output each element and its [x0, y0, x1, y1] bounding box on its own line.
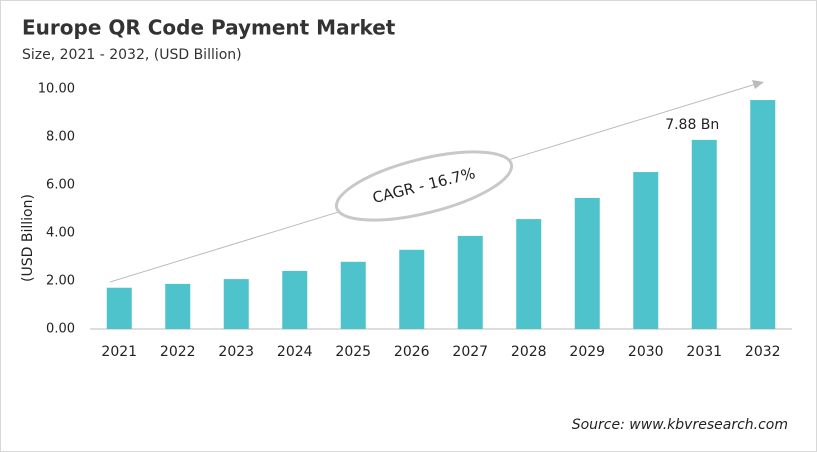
y-tick-label: 0.00 [46, 322, 75, 337]
bar [106, 287, 132, 329]
bar [457, 235, 483, 329]
bar [691, 139, 717, 329]
y-tick-label: 4.00 [46, 226, 75, 241]
x-tick-label: 2027 [452, 344, 488, 360]
bar [165, 283, 191, 329]
x-tick-label: 2032 [745, 344, 781, 360]
bar [282, 270, 308, 329]
x-tick-label: 2030 [628, 344, 664, 360]
x-tick-label: 2031 [686, 344, 722, 360]
x-tick-label: 2023 [218, 344, 254, 360]
x-tick-label: 2028 [511, 344, 547, 360]
y-tick-label: 6.00 [46, 178, 75, 193]
source: Source: www.kbvresearch.com [572, 417, 788, 433]
bar [516, 219, 542, 329]
bar [399, 249, 425, 329]
y-tick-label: 10.00 [38, 82, 75, 97]
bar [633, 172, 659, 329]
bar [750, 100, 776, 329]
arrow-head [752, 80, 764, 89]
x-tick-label: 2022 [160, 344, 196, 360]
chart-title: Europe QR Code Payment Market [22, 16, 396, 40]
y-tick-label: 2.00 [46, 274, 75, 289]
y-tick-label: 8.00 [46, 130, 75, 145]
x-tick-label: 2029 [569, 344, 605, 360]
bar [574, 197, 600, 329]
chart-subtitle: Size, 2021 - 2032, (USD Billion) [22, 47, 242, 63]
x-tick-label: 2026 [394, 344, 430, 360]
bar [223, 279, 249, 329]
y-axis-label: (USD Billion) [20, 194, 36, 282]
x-tick-label: 2025 [335, 344, 371, 360]
bar [340, 261, 366, 329]
cagr-ellipse [334, 150, 514, 222]
x-tick-label: 2021 [101, 344, 137, 360]
value-label: 7.88 Bn [665, 117, 719, 133]
x-tick-label: 2024 [277, 344, 313, 360]
